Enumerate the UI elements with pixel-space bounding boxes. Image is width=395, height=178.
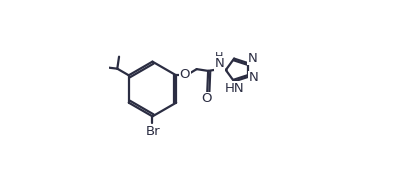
Text: O: O [179,68,190,81]
Text: H: H [215,52,224,62]
Text: Br: Br [146,125,160,138]
Text: O: O [201,92,212,105]
Text: N: N [248,71,258,84]
Text: N: N [248,51,258,64]
Text: HN: HN [225,82,245,95]
Text: N: N [214,57,224,70]
